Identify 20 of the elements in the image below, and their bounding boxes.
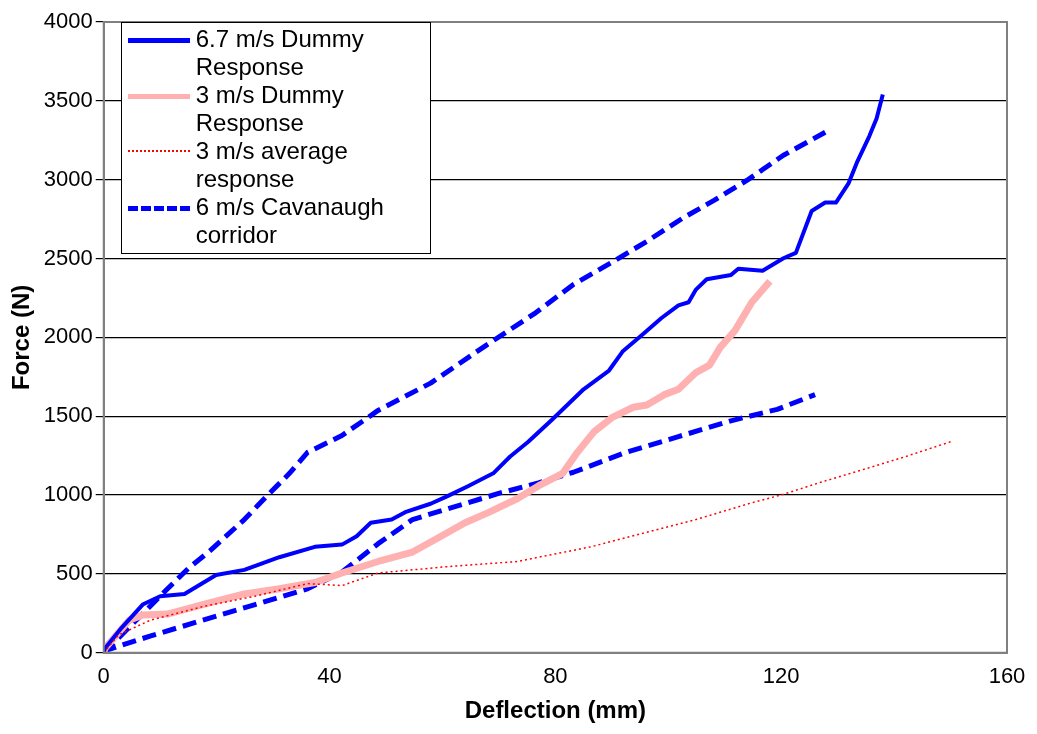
x-tick-label: 80 bbox=[543, 663, 568, 689]
y-axis-title: Force (N) bbox=[7, 284, 35, 391]
y-tick-label: 3000 bbox=[43, 165, 93, 191]
y-tick-label: 0 bbox=[80, 638, 93, 664]
y-tick-label: 1000 bbox=[43, 481, 93, 507]
y-tick-label: 2500 bbox=[43, 244, 93, 270]
legend-label: 6.7 m/s Dummy Response bbox=[195, 25, 365, 81]
y-tick-label: 3500 bbox=[43, 86, 93, 112]
x-tick-label: 120 bbox=[762, 663, 800, 689]
legend-label: 6 m/s Cavanaugh corridor bbox=[195, 193, 385, 249]
y-tick-label: 2000 bbox=[43, 323, 93, 349]
y-tick-label: 500 bbox=[56, 560, 93, 586]
x-tick-label: 40 bbox=[317, 663, 342, 689]
x-axis-title: Deflection (mm) bbox=[464, 696, 647, 724]
legend-label: 3 m/s Dummy Response bbox=[195, 81, 345, 137]
y-tick-label: 4000 bbox=[43, 8, 93, 34]
x-tick-label: 160 bbox=[988, 663, 1026, 689]
x-tick-label: 0 bbox=[97, 663, 110, 689]
legend-label: 3 m/s average response bbox=[195, 137, 349, 193]
y-tick-label: 1500 bbox=[43, 402, 93, 428]
